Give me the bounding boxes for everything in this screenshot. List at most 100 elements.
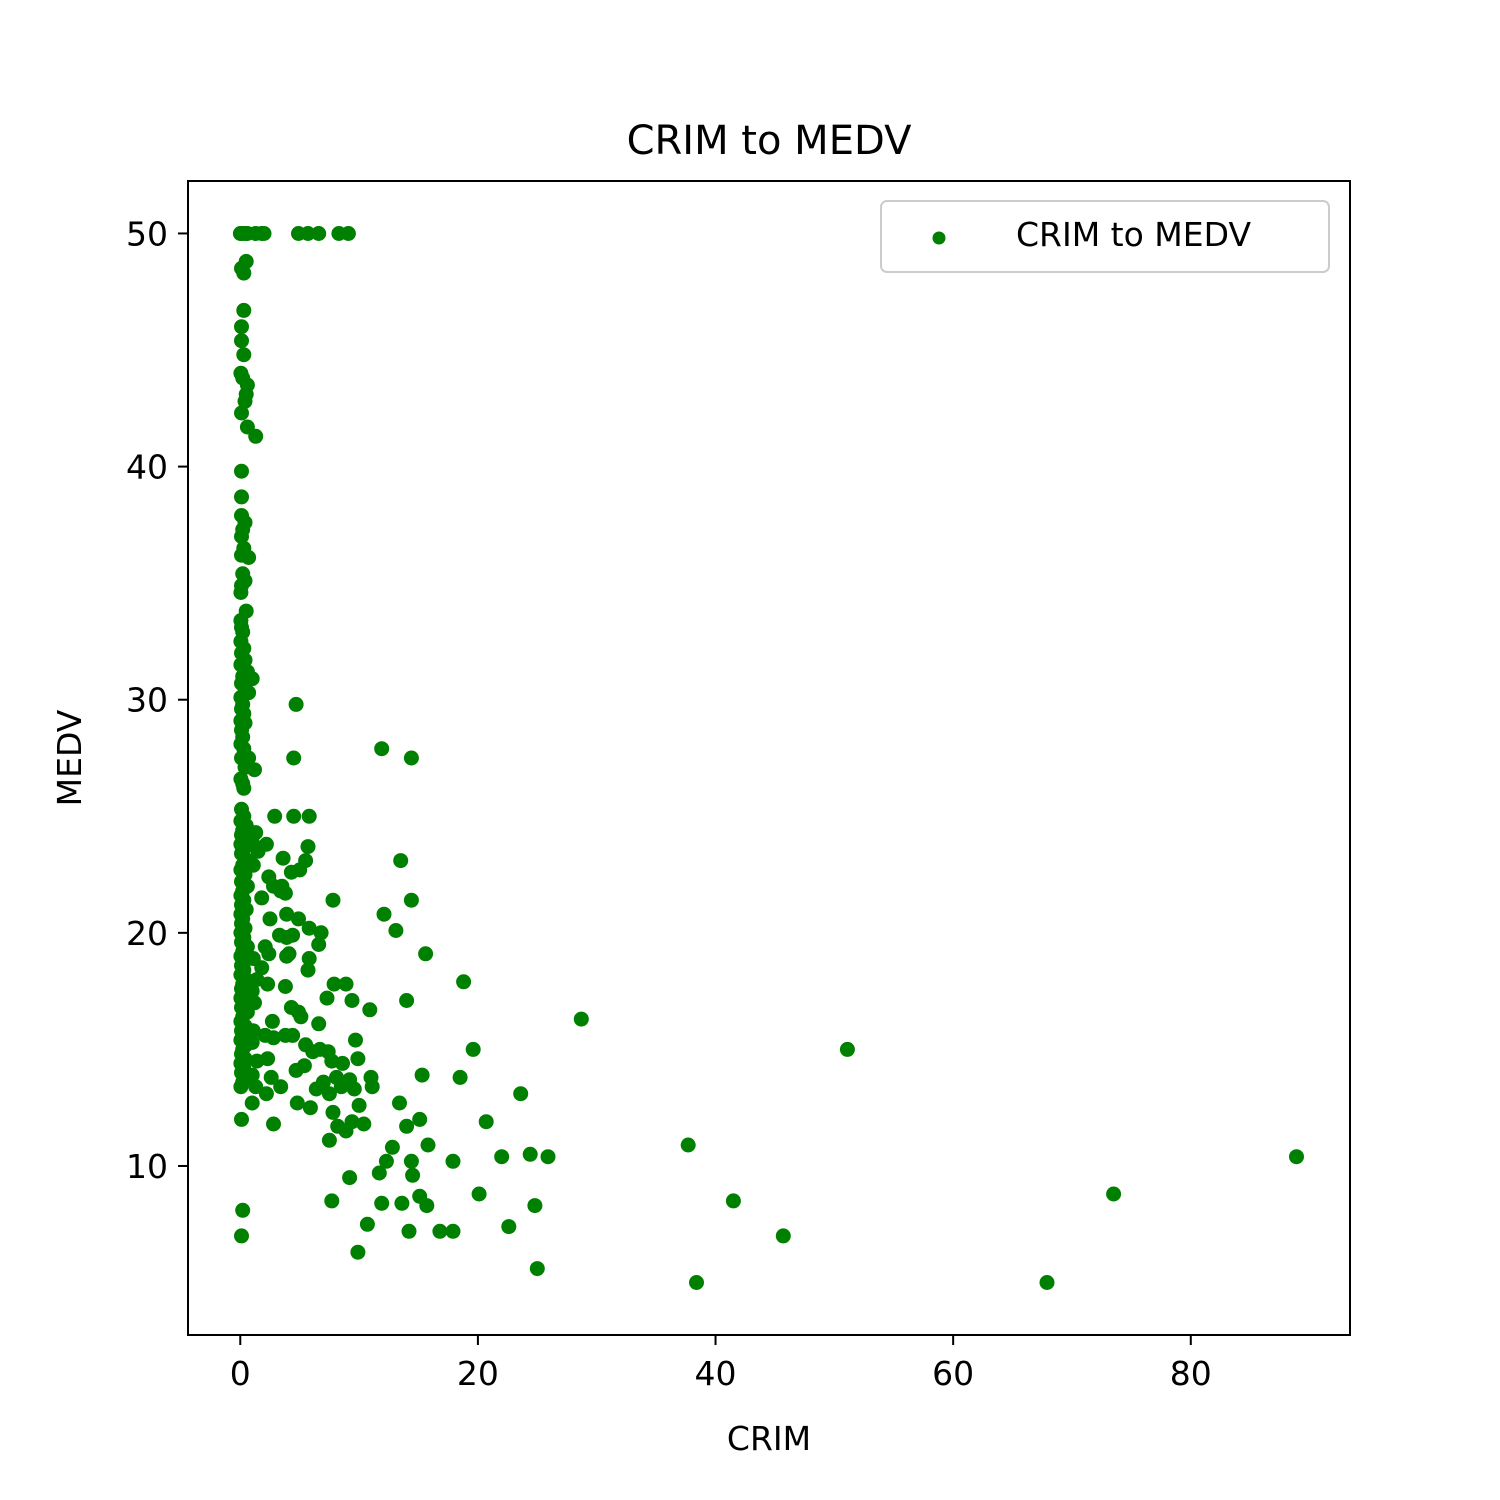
- data-point: [348, 1032, 363, 1048]
- data-point: [244, 983, 260, 999]
- data-point: [359, 1216, 375, 1232]
- data-point: [236, 780, 252, 796]
- data-point: [234, 333, 249, 349]
- data-point: [262, 911, 278, 927]
- data-point: [420, 1137, 436, 1153]
- data-point: [335, 1055, 350, 1071]
- data-point: [393, 853, 409, 869]
- data-point: [273, 1079, 289, 1095]
- data-point: [412, 1111, 428, 1127]
- data-point: [362, 1002, 378, 1018]
- data-point: [254, 960, 270, 976]
- data-point: [311, 1016, 327, 1032]
- data-point: [286, 808, 302, 824]
- data-point: [388, 923, 404, 938]
- data-point: [263, 1069, 279, 1085]
- legend-label: CRIM to MEDV: [1016, 215, 1251, 254]
- data-point: [258, 836, 274, 852]
- y-tick-label: 10: [126, 1147, 168, 1186]
- data-point: [234, 319, 249, 335]
- plot-frame: [187, 180, 1351, 1336]
- x-tick-label: 80: [1170, 1354, 1212, 1393]
- data-point: [260, 976, 276, 992]
- data-point: [300, 226, 316, 241]
- data-point: [291, 911, 306, 927]
- data-point: [277, 979, 293, 994]
- data-point: [399, 1118, 415, 1134]
- data-point: [371, 1165, 387, 1181]
- data-point: [321, 1086, 337, 1102]
- data-point: [1039, 1275, 1055, 1290]
- legend-marker: [932, 231, 946, 245]
- data-point: [494, 1149, 510, 1165]
- data-point: [247, 762, 262, 778]
- data-point: [344, 993, 360, 1008]
- data-point: [350, 1244, 366, 1260]
- data-point: [419, 1198, 435, 1214]
- data-point: [363, 1069, 379, 1085]
- data-point: [258, 1086, 274, 1102]
- data-point: [234, 405, 249, 421]
- data-point: [319, 990, 335, 1006]
- data-point: [403, 1153, 419, 1169]
- data-point: [333, 1079, 349, 1095]
- y-axis-label: MEDV: [50, 709, 89, 806]
- data-point: [277, 885, 293, 901]
- data-point: [456, 974, 472, 990]
- data-point: [238, 253, 254, 269]
- data-point: [374, 741, 390, 757]
- data-point: [264, 1013, 280, 1029]
- data-point: [478, 1114, 494, 1130]
- y-tick-label: 40: [126, 448, 168, 487]
- data-point: [301, 920, 317, 936]
- data-point: [234, 1111, 249, 1127]
- data-point: [311, 226, 327, 241]
- data-point: [233, 1079, 249, 1095]
- data-point: [529, 1261, 545, 1277]
- data-point: [261, 946, 277, 962]
- data-point: [445, 1153, 461, 1169]
- data-point: [680, 1137, 696, 1153]
- data-point: [432, 1223, 448, 1239]
- data-points: [232, 226, 1304, 1290]
- legend-box: [880, 200, 1330, 273]
- data-point: [350, 1051, 366, 1067]
- data-point: [471, 1186, 487, 1202]
- data-point: [248, 1079, 264, 1095]
- data-point: [248, 428, 264, 444]
- x-axis-label: CRIM: [727, 1419, 811, 1458]
- data-point: [300, 962, 316, 978]
- data-point: [235, 1202, 251, 1218]
- data-point: [241, 550, 257, 565]
- data-point: [392, 1095, 407, 1111]
- data-point: [445, 1223, 461, 1239]
- data-point: [384, 1139, 400, 1155]
- data-point: [236, 347, 252, 363]
- data-point: [296, 1058, 312, 1074]
- data-point: [285, 1027, 301, 1043]
- data-point: [342, 1170, 358, 1186]
- data-point: [501, 1219, 517, 1235]
- data-point: [527, 1198, 543, 1214]
- y-axis-ticks: 10 20 30 40 50: [126, 214, 188, 1186]
- data-point: [321, 1132, 337, 1148]
- data-point: [293, 1009, 309, 1025]
- data-point: [324, 1193, 340, 1209]
- data-point: [394, 1195, 410, 1211]
- data-point: [573, 1011, 589, 1027]
- data-point: [405, 1167, 421, 1183]
- data-point: [302, 1100, 318, 1116]
- data-point: [311, 937, 327, 952]
- data-point: [245, 1023, 261, 1039]
- data-point: [301, 951, 317, 966]
- data-point: [401, 1223, 417, 1239]
- data-point: [237, 393, 253, 409]
- data-point: [234, 529, 249, 544]
- x-tick-label: 40: [695, 1354, 737, 1393]
- data-point: [403, 892, 419, 908]
- data-point: [315, 1074, 331, 1090]
- data-point: [279, 906, 295, 922]
- data-point: [298, 853, 314, 869]
- x-tick-label: 0: [230, 1354, 251, 1393]
